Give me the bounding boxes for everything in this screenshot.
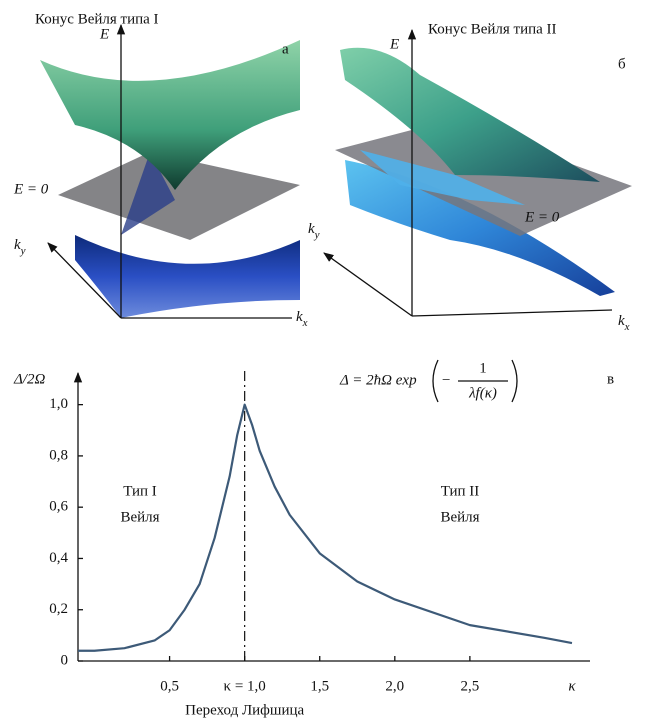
y-tick-label: 0,2: [49, 601, 68, 617]
ky-axis: [47, 242, 122, 319]
axis-label: E: [389, 36, 399, 52]
y-tick-label: 1,0: [49, 396, 68, 412]
axis-label-sub: y: [314, 229, 320, 241]
y-tick-label: 0,6: [49, 499, 68, 515]
x-axis-label: κ: [568, 678, 576, 694]
curve: [78, 403, 573, 652]
axis-label: kx: [296, 309, 308, 328]
axis-label-sub: x: [302, 317, 308, 329]
y-tick-label: 0,4: [49, 550, 68, 566]
ky-axis: [323, 252, 413, 317]
panel-c: Δ/2Ω в Δ = 2ħΩ exp − 1 λf(κ) 0 0,2 0,4 0,6 0…: [13, 359, 614, 718]
zero-plane: [335, 120, 632, 236]
cone-tip: [121, 152, 175, 235]
plane-label: E = 0: [13, 181, 49, 197]
formula-lhs: Δ = 2ħΩ exp: [339, 372, 417, 388]
y-tick-label: 0,8: [49, 447, 68, 463]
formula-denominator: λf(κ): [468, 385, 497, 401]
region-label: Тип II: [441, 483, 480, 499]
plane-label: E = 0: [524, 209, 560, 225]
x-tick-label: 1,5: [310, 678, 329, 694]
zero-plane: [58, 152, 300, 240]
region-label: Тип I: [123, 483, 157, 499]
x-tick-label: 0,5: [160, 678, 179, 694]
axis-label-sub: x: [624, 321, 630, 333]
region-label: Вейля: [120, 509, 159, 525]
cone-crossing: [360, 150, 525, 205]
axis-label-base: k: [14, 237, 21, 253]
axis-label-base: k: [296, 309, 303, 325]
axis-label: ky: [308, 221, 320, 240]
x-tick-label: κ = 1,0: [224, 678, 266, 694]
axis-label: E: [99, 26, 109, 42]
paren: [511, 359, 518, 403]
y-tick-label: 0: [61, 652, 69, 668]
panel-title: Конус Вейля типа II: [428, 21, 557, 37]
axis-label: kx: [618, 313, 630, 332]
x-tick-label: 2,5: [461, 678, 480, 694]
paren: [432, 359, 439, 403]
formula-numerator: 1: [479, 360, 487, 376]
panel-title: Конус Вейля типа I: [35, 11, 159, 27]
upper-cone: [40, 40, 300, 190]
panel-a: Конус Вейля типа I а E E = 0 ky kx: [13, 11, 308, 328]
axis-label-base: k: [308, 221, 315, 237]
axis-label-sub: y: [20, 245, 26, 257]
panel-letter: в: [607, 371, 614, 387]
axis-label-base: k: [618, 313, 625, 329]
kx-axis: [411, 309, 613, 317]
y-axis-label: Δ/2Ω: [13, 371, 45, 387]
formula-minus: −: [442, 372, 450, 388]
x-tick-label: 2,0: [385, 678, 404, 694]
panel-b: Конус Вейля типа II б E E = 0 ky kx: [308, 21, 632, 333]
panel-letter: б: [618, 56, 626, 72]
lower-cone: [75, 235, 300, 318]
region-label: Вейля: [440, 509, 479, 525]
panel-letter: а: [282, 41, 289, 57]
upper-cone: [340, 47, 600, 183]
transition-label: Переход Лифшица: [185, 702, 304, 718]
axis-label: ky: [14, 237, 26, 256]
